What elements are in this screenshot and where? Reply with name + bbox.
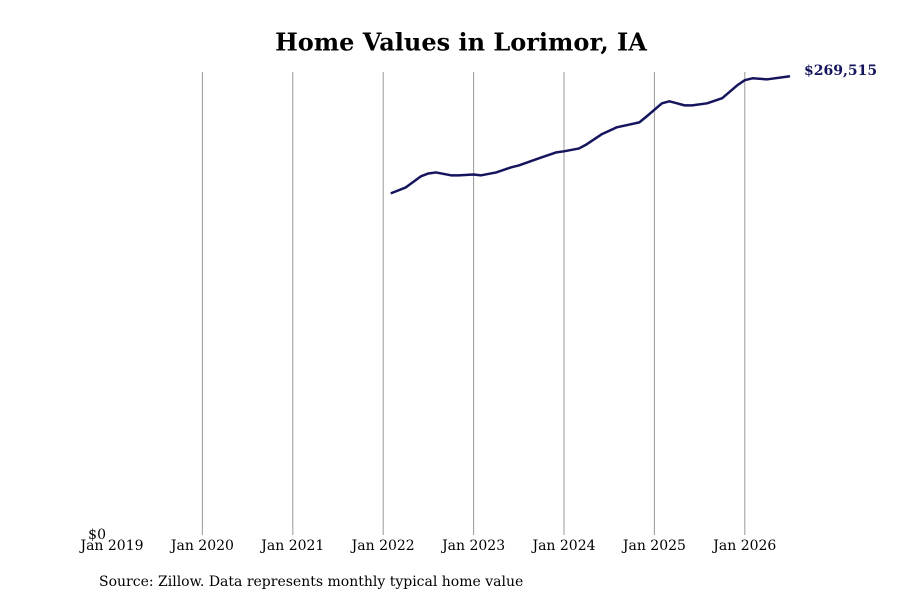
- chart-title: Home Values in Lorimor, IA: [275, 28, 647, 57]
- x-tick-label: Jan 2019: [78, 538, 143, 554]
- x-tick-label: Jan 2023: [440, 538, 505, 554]
- y-tick-label: $0: [88, 527, 106, 543]
- x-tick-label: Jan 2022: [350, 538, 415, 554]
- x-tick-label: Jan 2024: [530, 538, 595, 554]
- x-tick-label: Jan 2025: [621, 538, 686, 554]
- x-tick-label: Jan 2021: [259, 538, 324, 554]
- x-tick-label: Jan 2026: [711, 538, 776, 554]
- x-tick-label: Jan 2020: [169, 538, 234, 554]
- value-label: $269,515: [804, 63, 877, 79]
- line: [390, 74, 791, 195]
- source-note: Source: Zillow. Data represents monthly …: [99, 574, 523, 590]
